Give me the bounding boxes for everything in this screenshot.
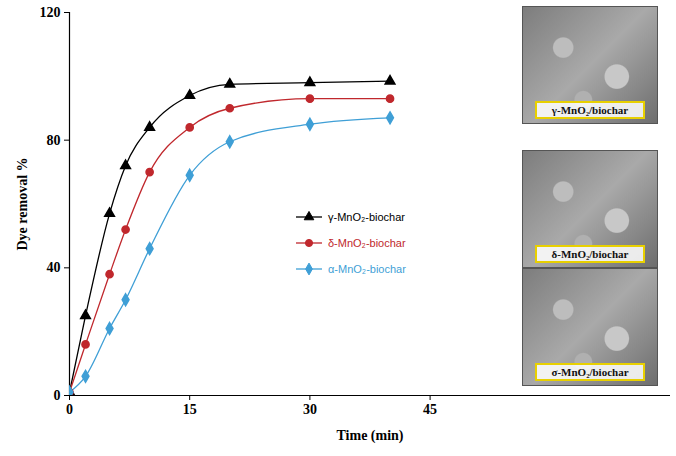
html-text:σ-MnO₂/biochar: σ-MnO₂/biochar <box>551 366 629 378</box>
svg-text:30: 30 <box>303 402 317 417</box>
svg-text:15: 15 <box>183 402 197 417</box>
svg-text:0: 0 <box>66 402 73 417</box>
html-text:γ-MnO₂-biochar: γ-MnO₂-biochar <box>328 211 405 223</box>
svg-text:0: 0 <box>54 388 61 403</box>
svg-text:45: 45 <box>423 402 437 417</box>
svg-text:120: 120 <box>40 5 61 20</box>
svg-text:Time (min): Time (min) <box>336 428 403 444</box>
svg-text:80: 80 <box>47 133 61 148</box>
html-text:δ-MnO₂-biochar: δ-MnO₂-biochar <box>328 237 406 249</box>
html-text:δ-MnO₂/biochar: δ-MnO₂/biochar <box>551 248 629 260</box>
html-text:γ-MnO₂/biochar: γ-MnO₂/biochar <box>551 104 629 116</box>
html-text:α-MnO₂-biochar: α-MnO₂-biochar <box>328 263 406 275</box>
svg-text:Dye removal %: Dye removal % <box>15 157 30 250</box>
svg-text:40: 40 <box>47 260 61 275</box>
